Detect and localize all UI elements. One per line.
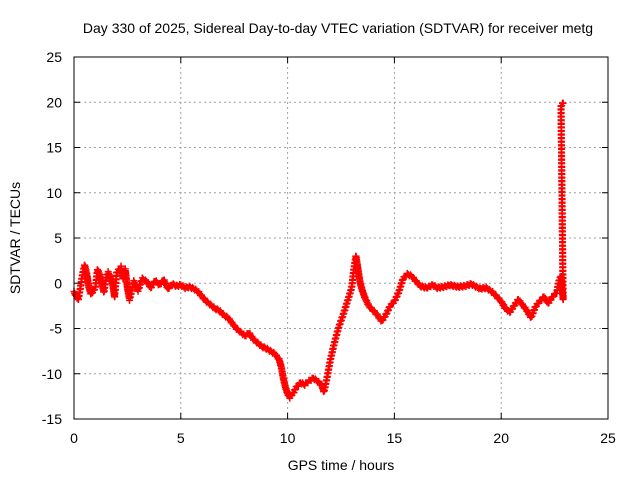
chart-title: Day 330 of 2025, Sidereal Day-to-day VTE…: [83, 20, 593, 36]
x-axis-label: GPS time / hours: [288, 457, 395, 473]
y-axis-label: SDTVAR / TECUs: [7, 182, 23, 294]
axis-ticks: [73, 56, 609, 420]
y-tick-label: 5: [54, 230, 62, 246]
y-tick-labels: -15 -10 -5 0 5 10 15 20 25: [42, 49, 62, 427]
y-tick-label: 0: [54, 275, 62, 291]
y-tick-label: -10: [42, 366, 62, 382]
x-tick-labels: 0 5 10 15 20 25: [70, 430, 616, 446]
data-point: [559, 99, 567, 107]
y-tick-label: 25: [46, 49, 62, 65]
y-tick-label: -15: [42, 411, 62, 427]
x-tick-label: 10: [280, 430, 296, 446]
grid-lines: [74, 57, 608, 419]
x-tick-label: 25: [600, 430, 616, 446]
y-tick-label: 15: [46, 140, 62, 156]
data-points: [70, 99, 567, 402]
y-tick-label: 20: [46, 94, 62, 110]
y-tick-label: 10: [46, 185, 62, 201]
x-tick-label: 5: [177, 430, 185, 446]
x-tick-label: 20: [493, 430, 509, 446]
y-tick-label: -5: [50, 321, 63, 337]
x-tick-label: 0: [70, 430, 78, 446]
x-tick-label: 15: [387, 430, 403, 446]
